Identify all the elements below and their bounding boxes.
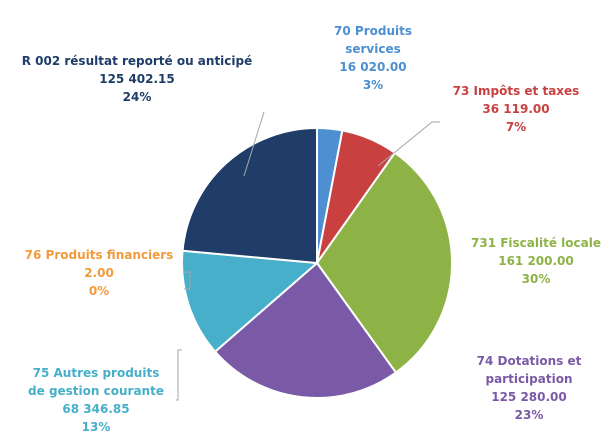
label-produits-financiers-percent: 0% <box>88 284 110 298</box>
label-impots-taxes: 73 Impôts et taxes 36 119.00 7% <box>446 82 586 136</box>
pie-slice-75-autres-produits-de-gestion-courante <box>181 249 320 354</box>
label-dotations: 74 Dotations et participation 125 280.00… <box>456 352 602 424</box>
label-produits-services-value: 16 020.00 <box>339 60 407 74</box>
pie-slice-731-fiscalite-locale <box>315 151 453 374</box>
pie-slice-74-dotations-et-participation <box>213 261 398 399</box>
label-impots-taxes-percent: 7% <box>505 120 527 134</box>
leader-line-autres-produits <box>176 349 182 401</box>
label-autres-produits-value: 68 346.85 <box>62 402 130 416</box>
label-fiscalite-locale: 731 Fiscalité locale 161 200.00 30% <box>464 234 608 288</box>
label-resultat-reporte: R 002 résultat reporté ou anticipé 125 4… <box>8 52 266 106</box>
label-fiscalite-locale-value: 161 200.00 <box>498 254 574 268</box>
label-produits-services-name1: 70 Produits <box>334 24 412 38</box>
label-dotations-percent: 23% <box>514 408 544 422</box>
pie-slice-r-002-resultat-reporte-ou-anticipe <box>181 126 318 265</box>
label-fiscalite-locale-percent: 30% <box>521 272 551 286</box>
label-produits-services-percent: 3% <box>362 78 384 92</box>
label-resultat-reporte-percent: 24% <box>122 90 152 104</box>
leader-line-impots-taxes <box>377 121 440 167</box>
label-dotations-name1: 74 Dotations et <box>476 354 582 368</box>
label-impots-taxes-value: 36 119.00 <box>482 102 550 116</box>
label-produits-services-name2: services <box>345 42 401 56</box>
label-autres-produits: 75 Autres produits de gestion courante 6… <box>8 364 184 436</box>
label-impots-taxes-name: 73 Impôts et taxes <box>452 84 580 98</box>
label-produits-financiers-name: 76 Produits financiers <box>24 248 174 262</box>
label-resultat-reporte-value: 125 402.15 <box>99 72 175 86</box>
leader-line-produits-financiers <box>184 271 191 290</box>
label-resultat-reporte-name: R 002 résultat reporté ou anticipé <box>21 54 253 68</box>
label-dotations-name2: participation <box>485 372 573 386</box>
label-produits-services: 70 Produits services 16 020.00 3% <box>318 22 428 94</box>
leader-line-resultat-reporte <box>243 111 265 177</box>
label-produits-financiers: 76 Produits financiers 2.00 0% <box>4 246 194 300</box>
label-fiscalite-locale-name: 731 Fiscalité locale <box>471 236 601 250</box>
label-dotations-value: 125 280.00 <box>491 390 567 404</box>
label-autres-produits-name2: de gestion courante <box>28 384 164 398</box>
label-autres-produits-percent: 13% <box>81 420 111 434</box>
label-produits-financiers-value: 2.00 <box>84 266 114 280</box>
label-autres-produits-name1: 75 Autres produits <box>32 366 160 380</box>
